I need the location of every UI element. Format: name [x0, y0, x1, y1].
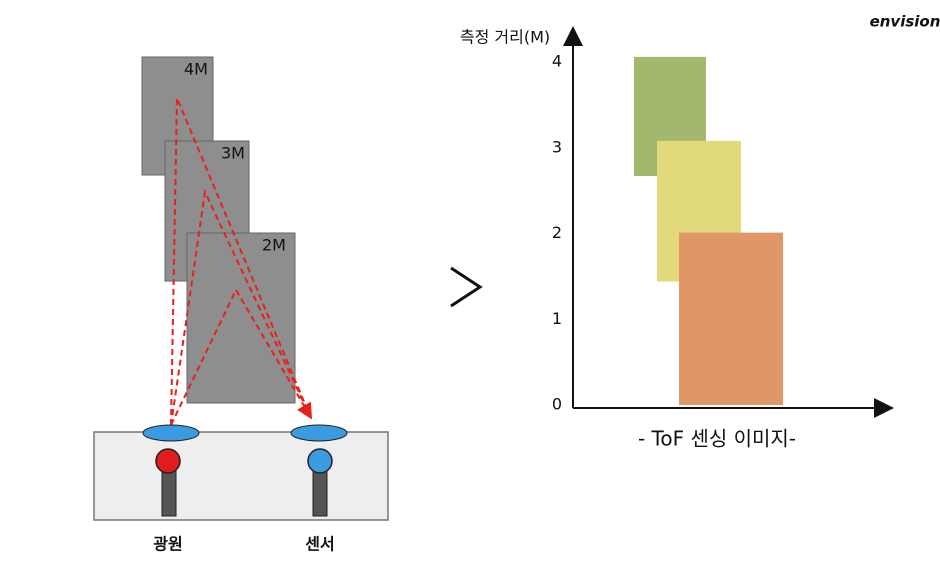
- device-base: [93, 431, 389, 521]
- plane-label: 3M: [221, 144, 245, 163]
- y-tick-label: 2: [552, 223, 562, 242]
- logo: envision: [870, 13, 940, 31]
- light-rays: [170, 97, 313, 426]
- caption: - ToF 센싱 이미지-: [638, 427, 796, 451]
- y-tick-label: 0: [552, 395, 562, 414]
- y-tick-label: 1: [552, 309, 562, 328]
- chevron: [450, 266, 483, 308]
- y-tick-label: 4: [552, 52, 562, 71]
- post: [312, 467, 328, 517]
- axis-title: 측정 거리(M): [460, 28, 550, 47]
- plane: [186, 232, 296, 404]
- y-tick-label: 3: [552, 137, 562, 156]
- plane-label: 2M: [262, 236, 286, 255]
- range-chart: 0 1 2 3 4: [552, 52, 783, 414]
- label: 광원: [153, 535, 182, 554]
- plane-label: 4M: [184, 60, 208, 79]
- lens: [290, 424, 348, 442]
- light-source: [155, 448, 181, 474]
- sensor: [307, 448, 333, 474]
- range-bar: [679, 232, 783, 405]
- post: [161, 467, 177, 517]
- label: 센서: [305, 535, 334, 554]
- lens: [142, 424, 200, 442]
